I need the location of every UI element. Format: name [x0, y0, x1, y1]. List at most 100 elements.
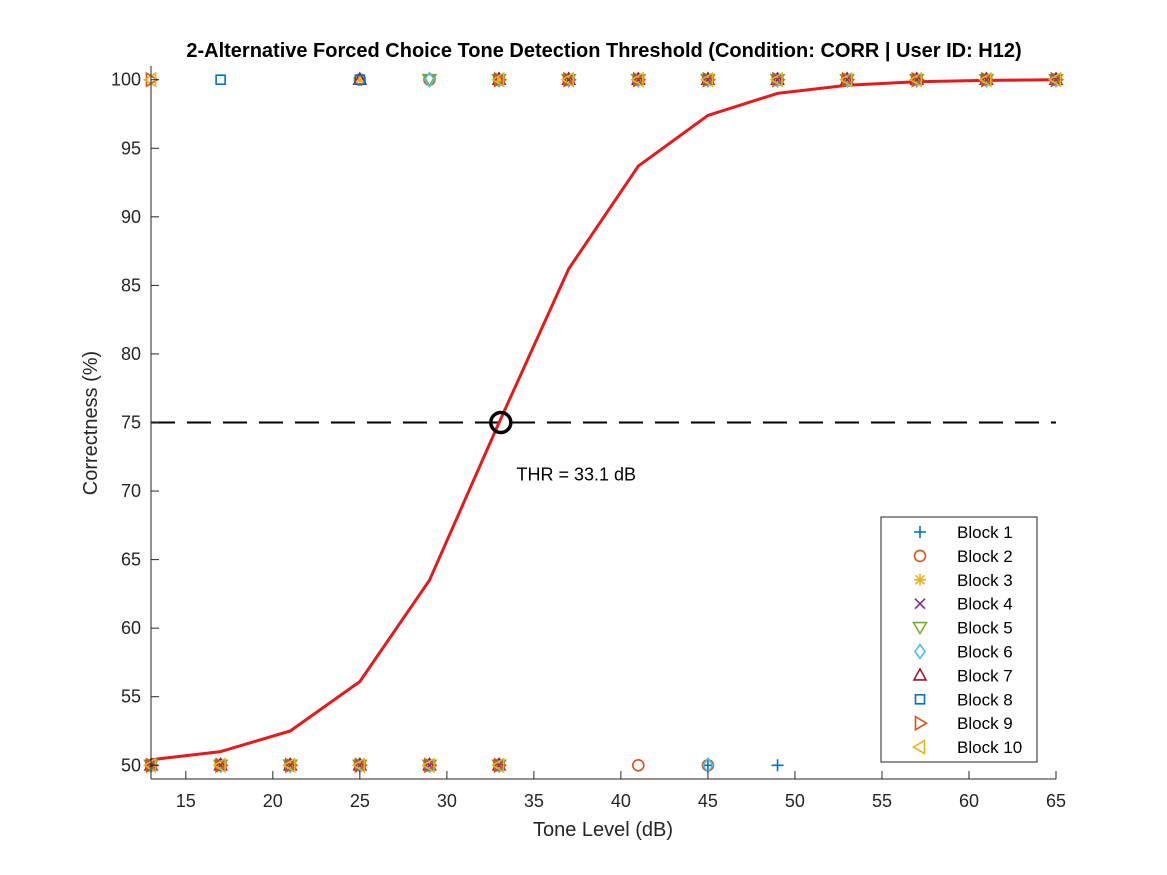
- data-point: [841, 71, 856, 88]
- data-point: [771, 759, 784, 772]
- data-point: [981, 71, 995, 88]
- legend-label: Block 7: [957, 666, 1013, 685]
- y-tick-label: 100: [111, 70, 141, 90]
- data-point: [632, 758, 645, 772]
- y-tick-label: 85: [121, 275, 141, 295]
- data-point: [493, 73, 506, 86]
- x-axis: 15 20 25 30 35 40 45 50 55 60 65: [151, 771, 1066, 811]
- data-point: [421, 73, 438, 88]
- data-point: [978, 71, 992, 88]
- data-point: [491, 71, 505, 88]
- data-point: [772, 71, 786, 88]
- legend-entry: Block 10: [911, 738, 1022, 757]
- data-point: [630, 71, 644, 88]
- legend: Block 1 Block 2 Block 3 Block 4 Block 5 Block…: [880, 516, 1038, 763]
- x-tick-label: 40: [611, 791, 631, 811]
- data-point: [145, 71, 160, 88]
- data-point: [353, 73, 366, 86]
- data-point: [282, 757, 296, 774]
- data-point: [699, 71, 714, 88]
- data-point: [911, 71, 925, 88]
- y-tick-label: 70: [121, 481, 141, 501]
- data-point: [1050, 71, 1065, 88]
- data-point: [908, 71, 923, 88]
- y-tick-label: 90: [121, 207, 141, 227]
- data-point: [769, 71, 783, 88]
- plot-area: THR = 33.1 dB: [142, 71, 1065, 774]
- legend-marker: [914, 598, 926, 610]
- data-point: [493, 757, 508, 774]
- data-point: [493, 71, 508, 88]
- series-block-9: [145, 71, 1065, 774]
- data-point: [354, 757, 368, 774]
- data-point: [423, 71, 436, 89]
- y-tick-label: 50: [121, 755, 141, 775]
- x-tick-label: 20: [263, 791, 283, 811]
- legend-marker: [914, 693, 926, 705]
- data-point: [145, 757, 160, 774]
- x-tick-label: 15: [176, 791, 196, 811]
- y-tick-label: 55: [121, 687, 141, 707]
- legend-marker: [912, 667, 928, 681]
- legend-box: [880, 516, 1038, 763]
- y-tick-label: 60: [121, 618, 141, 638]
- legend-marker: [911, 739, 926, 756]
- legend-label: Block 6: [957, 643, 1013, 662]
- legend-entry: Block 3: [914, 571, 1013, 590]
- x-tick-label: 60: [959, 791, 979, 811]
- data-point: [633, 71, 647, 88]
- legend-marker: [913, 549, 927, 563]
- legend-entry: Block 6: [914, 643, 1013, 662]
- legend-label: Block 2: [957, 547, 1013, 566]
- data-point: [354, 74, 366, 86]
- legend-entry: Block 5: [912, 619, 1013, 638]
- legend-marker: [912, 621, 928, 636]
- data-point: [563, 71, 577, 88]
- legend-entry: Block 1: [914, 523, 1013, 542]
- y-axis-title: Correctness (%): [80, 351, 102, 495]
- data-point: [215, 757, 229, 774]
- data-point: [421, 757, 435, 774]
- legend-entry: Block 8: [914, 690, 1013, 709]
- data-point: [560, 71, 574, 88]
- data-point: [351, 757, 366, 774]
- data-point: [424, 757, 438, 774]
- data-point: [701, 759, 714, 772]
- data-point: [215, 74, 226, 86]
- x-tick-label: 25: [350, 791, 370, 811]
- legend-marker: [914, 643, 926, 660]
- legend-entry: Block 4: [914, 595, 1013, 614]
- x-tick-label: 50: [785, 791, 805, 811]
- y-axis: 50 55 60 65 70 75 80 85 90 95 100: [111, 66, 159, 779]
- legend-marker: [914, 526, 926, 538]
- legend-label: Block 5: [957, 619, 1013, 638]
- x-axis-title: Tone Level (dB): [533, 819, 673, 841]
- legend-entry: Block 2: [913, 547, 1013, 566]
- x-tick-label: 35: [524, 791, 544, 811]
- fit-curve: [150, 78, 1057, 762]
- threshold-annotation: THR = 33.1 dB: [516, 465, 636, 485]
- legend-label: Block 10: [957, 738, 1022, 757]
- data-point: [212, 757, 226, 774]
- chart-title: 2-Alternative Forced Choice Tone Detecti…: [186, 40, 1021, 62]
- legend-entry: Block 7: [912, 666, 1013, 685]
- data-point: [284, 757, 299, 774]
- threshold-marker: [489, 410, 513, 435]
- legend-label: Block 3: [957, 571, 1013, 590]
- y-tick-label: 80: [121, 344, 141, 364]
- legend-entry: Block 9: [914, 714, 1013, 733]
- legend-label: Block 9: [957, 714, 1013, 733]
- legend-marker: [914, 573, 926, 586]
- x-tick-label: 55: [872, 791, 892, 811]
- x-tick-label: 65: [1046, 791, 1066, 811]
- legend-label: Block 1: [957, 523, 1013, 542]
- x-tick-label: 45: [698, 791, 718, 811]
- y-tick-label: 65: [121, 550, 141, 570]
- legend-marker: [914, 715, 929, 732]
- x-tick-label: 30: [437, 791, 457, 811]
- y-tick-label: 75: [121, 413, 141, 433]
- legend-label: Block 4: [957, 595, 1013, 614]
- data-point: [491, 757, 505, 774]
- y-tick-label: 95: [121, 138, 141, 158]
